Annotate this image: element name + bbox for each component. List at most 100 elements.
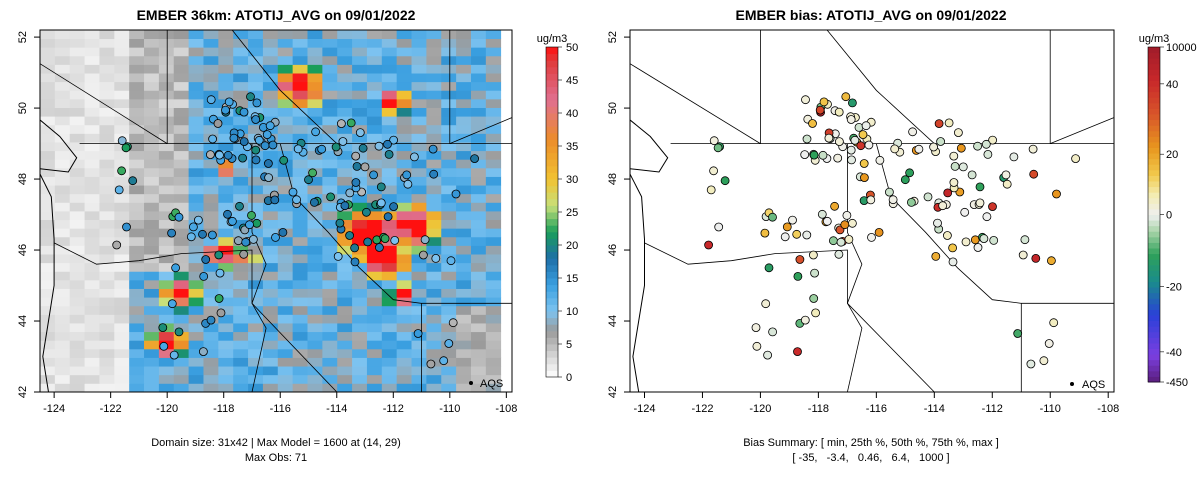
heatmap-cell	[470, 297, 487, 307]
left-colorbar-tick-label: 0	[566, 372, 572, 384]
right-colorbar-swatch	[1148, 158, 1160, 165]
heatmap-cell	[173, 116, 190, 126]
heatmap-cell	[99, 271, 115, 281]
station-point	[389, 135, 399, 145]
heatmap-cell	[114, 98, 130, 108]
heatmap-cell	[485, 245, 502, 255]
heatmap-cell	[129, 228, 145, 238]
heatmap-cell	[233, 142, 249, 152]
heatmap-cell	[40, 47, 56, 57]
bias-point	[847, 155, 856, 165]
heatmap-cell	[114, 366, 130, 376]
station-point	[174, 327, 184, 337]
heatmap-cell	[114, 124, 130, 134]
heatmap-cell	[292, 383, 308, 393]
left-colorbar-swatch	[546, 113, 558, 121]
heatmap-cell	[144, 98, 160, 108]
heatmap-cell	[233, 38, 249, 48]
heatmap-cell	[248, 202, 264, 212]
station-point	[448, 318, 458, 328]
bias-point	[888, 195, 898, 205]
heatmap-cell	[441, 55, 457, 65]
heatmap-cell	[470, 245, 487, 255]
bias-point	[944, 118, 954, 128]
heatmap-cell	[188, 340, 204, 350]
left-colorbar-tick-label: 45	[566, 75, 578, 87]
heatmap-cell	[262, 279, 279, 289]
left-colorbar-swatch	[546, 99, 558, 107]
heatmap-cell	[470, 124, 487, 134]
bias-point	[885, 187, 894, 197]
heatmap-cell	[456, 211, 472, 221]
bias-point	[714, 222, 724, 232]
heatmap-cell	[40, 159, 56, 169]
heatmap-cell	[248, 374, 264, 384]
heatmap-cell	[173, 254, 190, 264]
heatmap-cell	[411, 340, 427, 350]
heatmap-cell	[292, 90, 308, 100]
heatmap-cell	[470, 38, 487, 48]
heatmap-cell	[218, 314, 234, 324]
heatmap-cell	[203, 64, 219, 74]
heatmap-cell	[322, 159, 338, 169]
heatmap-cell	[456, 55, 472, 65]
heatmap-cell	[188, 383, 204, 393]
heatmap-cell	[411, 314, 427, 324]
heatmap-cell	[366, 314, 383, 324]
right-colorbar-swatch	[1148, 359, 1160, 366]
heatmap-cell	[99, 55, 115, 65]
heatmap-cell	[114, 90, 130, 100]
heatmap-cell	[233, 357, 249, 367]
heatmap-cell	[456, 348, 472, 358]
right-colorbar-swatch	[1148, 365, 1160, 372]
bias-point	[890, 144, 900, 154]
bias-point	[1039, 356, 1049, 366]
heatmap-cell	[337, 124, 353, 134]
station-point	[317, 144, 327, 154]
bias-point	[1020, 235, 1030, 245]
bias-point	[1018, 250, 1028, 260]
heatmap-cell	[441, 219, 457, 229]
bias-point	[861, 121, 871, 131]
heatmap-cell	[441, 90, 457, 100]
heatmap-cell	[470, 73, 487, 83]
heatmap-cell	[485, 64, 502, 74]
heatmap-cell	[233, 254, 249, 264]
heatmap-cell	[262, 323, 279, 333]
bias-point	[802, 230, 812, 240]
heatmap-cell	[262, 38, 279, 48]
heatmap-cell	[456, 202, 472, 212]
heatmap-cell	[203, 90, 219, 100]
heatmap-cell	[99, 116, 115, 126]
heatmap-cell	[218, 297, 234, 307]
heatmap-cell	[426, 236, 442, 246]
heatmap-cell	[114, 47, 130, 57]
heatmap-cell	[69, 219, 85, 229]
heatmap-cell	[426, 73, 442, 83]
station-point	[215, 268, 225, 278]
station-point	[247, 210, 256, 220]
heatmap-cell	[396, 81, 412, 91]
heatmap-cell	[54, 98, 71, 108]
left-colorbar-swatch	[546, 304, 558, 312]
station-point	[363, 237, 373, 247]
heatmap-cell	[233, 262, 249, 272]
station-point	[340, 201, 350, 211]
station-point	[355, 128, 365, 138]
heatmap-cell	[322, 185, 338, 195]
heatmap-cell	[485, 314, 502, 324]
heatmap-cell	[366, 219, 383, 229]
heatmap-cell	[470, 150, 487, 160]
heatmap-cell	[40, 348, 56, 358]
heatmap-cell	[54, 340, 71, 350]
left-colorbar-swatch	[546, 126, 558, 134]
heatmap-cell	[173, 30, 190, 40]
station-point	[114, 185, 124, 195]
bias-point	[908, 127, 917, 137]
heatmap-cell	[441, 81, 457, 91]
heatmap-cell	[188, 73, 204, 83]
heatmap-cell	[99, 107, 115, 117]
heatmap-cell	[322, 262, 338, 272]
heatmap-cell	[173, 297, 190, 307]
heatmap-cell	[396, 305, 412, 315]
